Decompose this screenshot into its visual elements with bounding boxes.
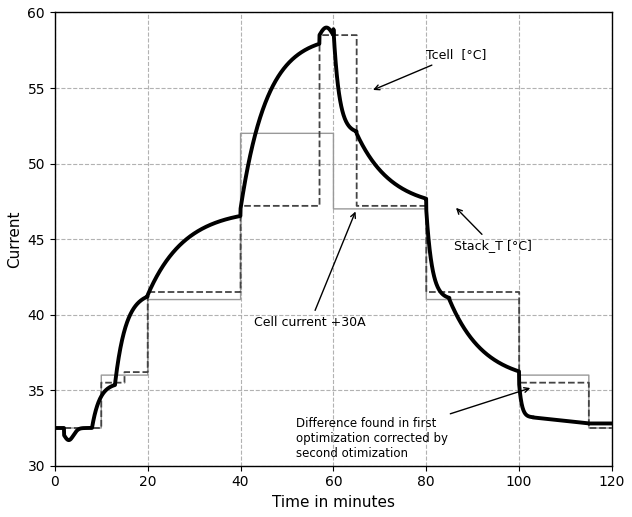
- Text: Cell current +30A: Cell current +30A: [255, 213, 366, 329]
- Text: Tcell  [°C]: Tcell [°C]: [375, 48, 487, 89]
- Y-axis label: Current: Current: [7, 210, 22, 268]
- X-axis label: Time in minutes: Time in minutes: [272, 495, 395, 510]
- Text: Stack_T [°C]: Stack_T [°C]: [454, 209, 532, 252]
- Text: Difference found in first
optimization corrected by
second otimization: Difference found in first optimization c…: [296, 388, 529, 461]
